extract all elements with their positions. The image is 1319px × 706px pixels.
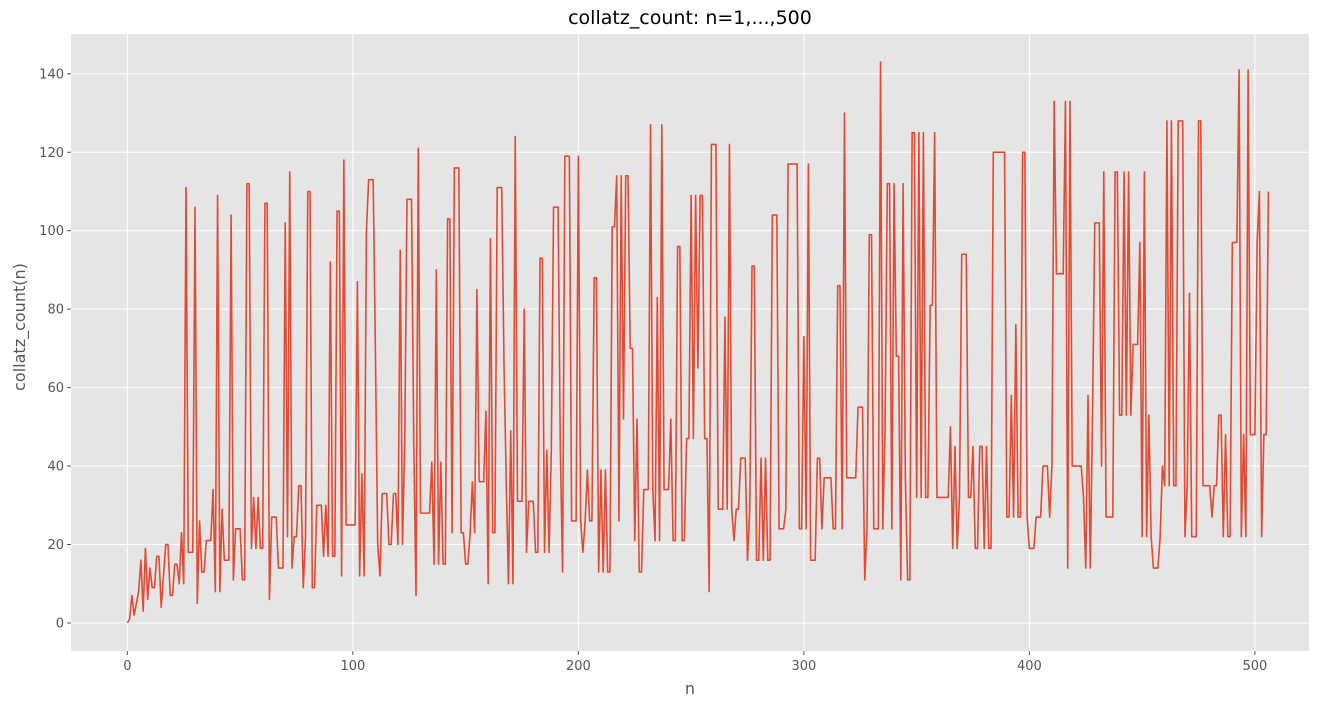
series-layer	[126, 61, 1270, 624]
x-tick-label: 300	[791, 659, 816, 674]
chart-title: collatz_count: n=1,...,500	[568, 7, 812, 29]
y-tick-label: 120	[39, 146, 64, 161]
x-tick-label: 0	[123, 659, 131, 674]
series-line	[126, 61, 1270, 624]
y-tick-label: 60	[47, 381, 64, 396]
y-tick-label: 140	[39, 67, 64, 82]
y-tick-label: 100	[39, 224, 64, 239]
y-tick-label: 80	[47, 303, 64, 318]
x-tick-label: 500	[1242, 659, 1267, 674]
x-tick-label: 200	[566, 659, 591, 674]
x-tick-label: 100	[340, 659, 365, 674]
y-tick-label: 20	[47, 538, 64, 553]
y-tick-label: 0	[56, 616, 64, 631]
x-tick-label: 400	[1017, 659, 1042, 674]
y-axis-title: collatz_count(n)	[10, 263, 30, 391]
y-tick-label: 40	[47, 460, 64, 475]
x-axis-title: n	[685, 679, 695, 698]
axis-ticks: 0 100 200 300 400 500 0 20 40 60 80 100 120 140	[39, 67, 1267, 674]
